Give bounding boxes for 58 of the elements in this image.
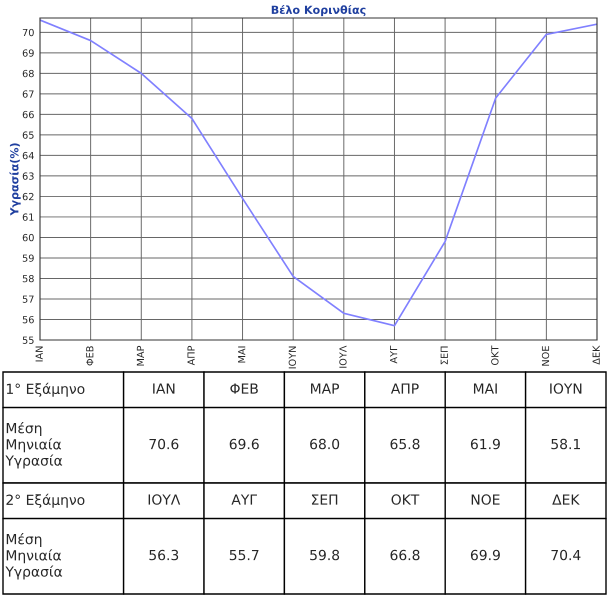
category-label: ΙΑΝ bbox=[153, 383, 174, 394]
x-tick-label: ΦΕΒ bbox=[86, 346, 94, 366]
category-label: ΑΠΡ bbox=[390, 383, 419, 394]
category-label: ΑΥΓ bbox=[231, 494, 257, 505]
text: 68.0 bbox=[310, 438, 340, 450]
text: 66.8 bbox=[390, 550, 420, 560]
category-label: ΙΟΥΝ bbox=[550, 383, 582, 394]
text: 58.1 bbox=[551, 438, 580, 450]
text: 69.9 bbox=[470, 550, 500, 560]
x-tick-label: ΑΥΓ bbox=[390, 346, 398, 364]
y-tick-label: 64 bbox=[22, 152, 34, 160]
x-tick-label: ΙΟΥΛ bbox=[339, 346, 347, 368]
x-tick-label: ΙΑΝ bbox=[36, 346, 43, 362]
y-tick-label: 67 bbox=[22, 90, 34, 98]
y-tick-label: 60 bbox=[22, 234, 34, 242]
category-label: ΟΚΤ bbox=[392, 494, 420, 505]
y-tick-label: 69 bbox=[22, 49, 34, 57]
y-tick-label: 70 bbox=[22, 28, 34, 36]
y-tick-label: 56 bbox=[22, 316, 34, 324]
y-tick-label: 57 bbox=[22, 296, 34, 303]
y-tick-label: 63 bbox=[22, 172, 34, 180]
category-label: ΔΕΚ bbox=[552, 494, 580, 505]
y-tick-label: 61 bbox=[22, 213, 34, 221]
y-tick-label: 62 bbox=[22, 192, 34, 200]
text: 56.3 bbox=[149, 550, 178, 560]
text: 55.7 bbox=[230, 550, 258, 560]
text: Μέση Μηνιαία Υγρασία bbox=[5, 422, 62, 468]
y-tick-label: 65 bbox=[22, 131, 34, 139]
text: 70.4 bbox=[551, 550, 580, 560]
x-tick-label: ΔΕΚ bbox=[592, 345, 600, 365]
category-label: ΙΟΥΛ bbox=[148, 494, 180, 505]
y-tick-label: 55 bbox=[22, 336, 34, 344]
text: 70.6 bbox=[149, 438, 178, 450]
x-tick-label: ΟΚΤ bbox=[491, 346, 499, 365]
y-axis-title: Υγρασία(%) bbox=[9, 143, 21, 216]
text: 65.8 bbox=[390, 438, 420, 450]
x-tick-label: ΙΟΥΝ bbox=[288, 346, 296, 368]
category-label: ΣΕΠ bbox=[312, 494, 338, 505]
category-label: ΦΕΒ bbox=[230, 383, 258, 394]
category-label: ΜΑΙ bbox=[474, 383, 497, 394]
text: Μέση Μηνιαία Υγρασία bbox=[5, 533, 62, 580]
text: 1° Εξάμηνο bbox=[6, 382, 84, 397]
text: 69.6 bbox=[230, 438, 259, 450]
text: 2° Εξάμηνο bbox=[6, 494, 84, 508]
y-tick-label: 58 bbox=[22, 274, 34, 282]
x-tick-label: ΜΑΙ bbox=[238, 346, 246, 363]
category-label: ΜΑΡ bbox=[311, 383, 340, 394]
y-tick-label: 66 bbox=[22, 110, 34, 118]
x-tick-label: ΑΠΡ bbox=[188, 346, 195, 366]
category-label: ΝΟΕ bbox=[472, 494, 500, 505]
y-tick-label: 68 bbox=[22, 70, 34, 78]
text: 61.9 bbox=[470, 438, 500, 450]
text: 59.8 bbox=[310, 550, 340, 560]
x-tick-label: ΜΑΡ bbox=[136, 346, 144, 366]
y-tick-label: 59 bbox=[22, 254, 34, 262]
chart-title: Βέλο Κορινθίας bbox=[272, 4, 366, 16]
x-tick-label: ΝΟΕ bbox=[542, 346, 550, 366]
x-tick-label: ΣΕΠ bbox=[440, 346, 448, 364]
